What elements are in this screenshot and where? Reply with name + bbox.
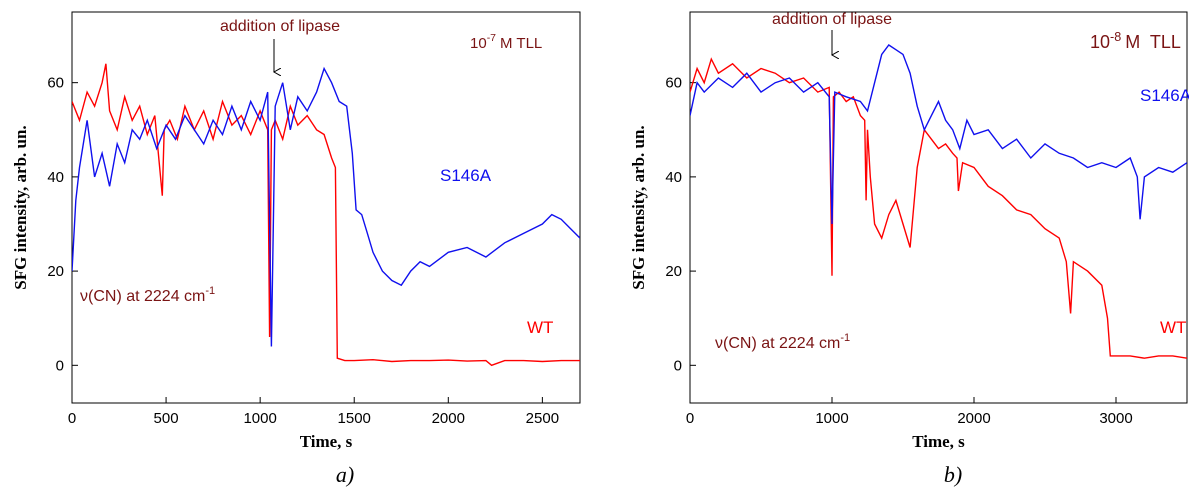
- y-tick-label: 20: [665, 263, 682, 280]
- y-tick-label: 20: [47, 263, 64, 280]
- concentration-base: 10: [1090, 32, 1110, 52]
- caption: a): [336, 462, 354, 487]
- series-label: S146A: [440, 166, 492, 185]
- y-tick-label: 0: [56, 357, 64, 374]
- y-axis-label: SFG intensity, arb. un.: [11, 125, 30, 289]
- band-text: ν(CN) at 2224 cm: [715, 335, 840, 352]
- band-exponent: -1: [840, 332, 850, 344]
- x-tick-label: 0: [68, 410, 76, 427]
- plot-frame: [689, 11, 1188, 404]
- concentration-unit: M TLL: [500, 35, 542, 52]
- x-axis-label: Time, s: [912, 432, 965, 451]
- series-label: WT: [527, 318, 553, 337]
- concentration-exponent: -7: [487, 32, 496, 44]
- annotation: addition of lipase: [772, 11, 892, 28]
- data-line: [72, 63, 580, 367]
- concentration-label: 10-7 M TLL: [470, 32, 542, 52]
- concentration-label: 10-8 M TLL: [1090, 30, 1181, 52]
- concentration-base: 10: [470, 35, 487, 52]
- x-tick-label: 1000: [243, 410, 276, 427]
- caption: b): [944, 462, 962, 487]
- panel: 0 500 1000 1500 2000 2500 0 20 40 60 Time, s SFG in…: [11, 11, 581, 487]
- band-exponent: -1: [205, 285, 215, 297]
- data-line: [690, 44, 1187, 225]
- data-line: [690, 57, 1187, 359]
- panel: 0 1000 2000 3000 0 20 40 60 Time, s SFG intensity…: [629, 11, 1189, 487]
- band-label: ν(CN) at 2224 cm-1: [80, 285, 215, 305]
- band-label: ν(CN) at 2224 cm-1: [715, 332, 850, 352]
- y-tick-label: 40: [665, 169, 682, 186]
- x-tick-label: 1000: [815, 410, 848, 427]
- annotation: addition of lipase: [220, 18, 340, 35]
- series-label: WT: [1160, 318, 1186, 337]
- x-tick-label: 3000: [1099, 410, 1132, 427]
- series-label: S146A: [1140, 86, 1189, 105]
- x-tick-label: 0: [686, 410, 694, 427]
- y-tick-label: 40: [47, 169, 64, 186]
- data-line: [72, 66, 580, 347]
- x-tick-label: 2000: [432, 410, 465, 427]
- x-tick-label: 500: [154, 410, 179, 427]
- x-tick-label: 2500: [526, 410, 559, 427]
- x-tick-label: 2000: [957, 410, 990, 427]
- concentration-exponent: -8: [1110, 30, 1121, 44]
- plot-frame: [71, 11, 581, 404]
- y-tick-label: 0: [674, 357, 682, 374]
- band-text: ν(CN) at 2224 cm: [80, 288, 205, 305]
- x-axis-label: Time, s: [300, 432, 353, 451]
- y-axis-label: SFG intensity, arb. un.: [629, 125, 648, 289]
- y-tick-label: 60: [47, 75, 64, 92]
- y-tick-label: 60: [665, 75, 682, 92]
- concentration-unit: M TLL: [1125, 32, 1181, 52]
- x-tick-label: 1500: [338, 410, 371, 427]
